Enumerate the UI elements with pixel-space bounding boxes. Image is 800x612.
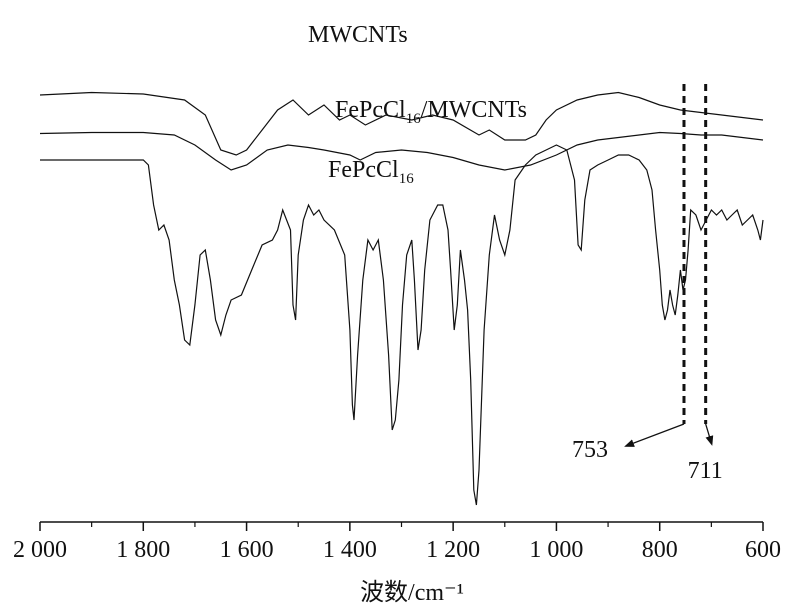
x-axis-label: 波数/cm⁻¹ [360, 579, 464, 606]
x-tick-label: 1 800 [116, 537, 170, 563]
series-label-2: FePcCl16/MWCNTs [335, 97, 527, 127]
x-tick-label: 600 [745, 537, 781, 563]
reference-lines: 753 711 [572, 84, 723, 484]
arrow-711 [705, 423, 714, 446]
x-axis: 2 000 1 800 1 600 1 400 1 200 1 000 800 600 [13, 521, 781, 563]
spectrum-line-1 [39, 91, 764, 156]
x-tick-label: 800 [642, 537, 678, 563]
reference-label-711: 711 [688, 458, 723, 484]
x-tick-label: 1 600 [220, 537, 274, 563]
series-label-1: MWCNTs [308, 22, 408, 48]
x-tick-label: 2 000 [13, 537, 67, 563]
x-tick-label: 1 400 [323, 537, 377, 563]
spectrum-line-2 [39, 131, 764, 171]
x-tick-label: 1 200 [426, 537, 480, 563]
spectra-layer [39, 91, 764, 506]
series-label-3: FePcCl16 [328, 157, 414, 187]
series-labels: MWCNTs FePcCl16/MWCNTs FePcCl16 [308, 22, 527, 187]
spectrum-line-3 [40, 144, 764, 506]
x-tick-label: 1 000 [529, 537, 583, 563]
arrow-753 [624, 423, 685, 447]
reference-label-753: 753 [572, 437, 608, 463]
